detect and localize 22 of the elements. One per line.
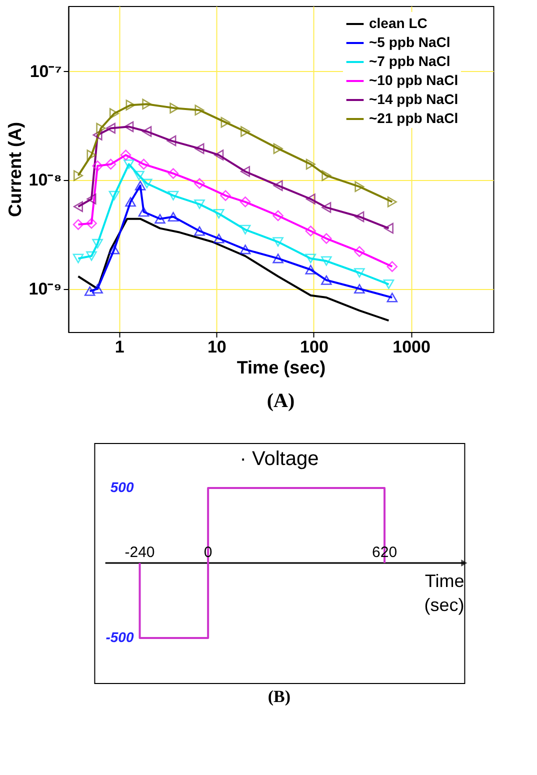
legend-label: ~21 ppb NaCl: [369, 110, 458, 126]
text: (A): [266, 390, 295, 412]
y-tick-label: 500: [110, 479, 134, 495]
y-axis-title: Current (A): [4, 122, 25, 217]
text: (B): [268, 687, 291, 706]
y-tick-label: 10⁻⁸: [28, 170, 62, 190]
legend-label: clean LC: [369, 15, 428, 31]
x-tick-label: -240: [124, 544, 155, 561]
y-tick-label: 10⁻⁹: [28, 279, 62, 298]
x-tick-label: 10: [207, 338, 226, 356]
x-tick-label: 100: [300, 338, 328, 356]
chart-title: · Voltage: [240, 448, 319, 470]
y-tick-label: -500: [106, 629, 134, 645]
x-tick-label: 1: [114, 338, 124, 356]
legend-label: ~7 ppb NaCl: [369, 53, 450, 69]
x-axis-title: Time (sec): [236, 358, 326, 378]
legend-label: ~10 ppb NaCl: [369, 72, 458, 88]
legend-label: ~14 ppb NaCl: [369, 91, 458, 107]
x-axis-title: Time (sec): [424, 571, 464, 615]
y-tick-label: 10⁻⁷: [30, 62, 62, 81]
legend-label: ~5 ppb NaCl: [369, 34, 450, 50]
x-tick-label: 1000: [392, 338, 430, 356]
